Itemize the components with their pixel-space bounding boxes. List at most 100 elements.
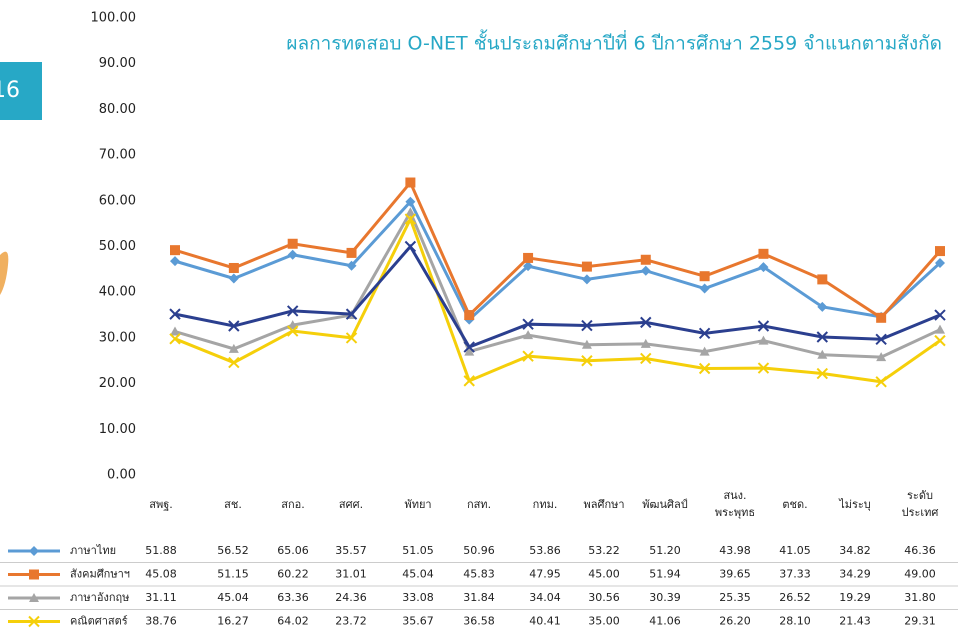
table-cell: 46.36 <box>904 544 936 557</box>
table-cell: 45.04 <box>217 591 249 604</box>
table-cell: 51.88 <box>145 544 177 557</box>
marker <box>405 207 416 217</box>
marker <box>464 346 475 356</box>
series-line <box>174 199 942 323</box>
marker <box>640 352 652 365</box>
marker <box>287 238 298 249</box>
marker <box>463 341 475 353</box>
marker <box>464 310 475 321</box>
marker <box>29 593 39 602</box>
table-cell: 39.65 <box>719 568 751 581</box>
marker <box>523 261 534 272</box>
badge-box <box>0 62 42 120</box>
chart-title: ผลการทดสอบ O-NET ชั้นประถมศึกษาปีที่ 6 ป… <box>286 30 942 55</box>
table-cell: 60.22 <box>277 568 309 581</box>
marker <box>169 308 181 320</box>
marker <box>29 569 39 580</box>
marker <box>934 334 946 347</box>
series-line <box>174 215 941 384</box>
table-cell: 36.58 <box>463 615 495 628</box>
category-label: ตชด. <box>782 498 807 511</box>
marker <box>522 318 534 330</box>
marker <box>287 320 298 330</box>
marker <box>757 362 770 374</box>
marker <box>581 355 593 367</box>
marker <box>463 375 475 387</box>
table-cell: 65.06 <box>277 544 309 557</box>
category-label: ระดับประเทศ <box>902 489 939 519</box>
marker <box>640 265 651 276</box>
marker <box>169 333 181 345</box>
marker <box>581 261 592 272</box>
y-tick-label: 70.00 <box>99 148 136 163</box>
table-cell: 31.80 <box>904 591 936 604</box>
table-cell: 49.00 <box>904 568 936 581</box>
table-cell: 24.36 <box>335 591 367 604</box>
category-line: ระดับ <box>907 489 933 502</box>
marker <box>405 196 416 207</box>
marker <box>875 333 887 345</box>
category-label: ไม่ระบุ <box>838 498 871 511</box>
marker <box>934 309 946 321</box>
marker <box>699 283 710 294</box>
table-cell: 45.83 <box>463 568 495 581</box>
marker <box>640 254 651 265</box>
table-cell: 41.06 <box>649 615 681 628</box>
legend-label: คณิตศาสตร์ <box>70 615 128 628</box>
category-label: พลศึกษา <box>583 498 624 511</box>
marker <box>404 213 417 225</box>
table-cell: 30.56 <box>588 591 620 604</box>
table-cell: 51.20 <box>649 544 681 557</box>
legend-label: ภาษาไทย <box>70 544 116 557</box>
table-cell: 41.05 <box>779 544 811 557</box>
marker <box>817 274 828 285</box>
category-line: สนง. <box>723 489 746 502</box>
table-cell: 37.33 <box>779 568 811 581</box>
table-cell: 29.31 <box>904 615 936 628</box>
marker <box>28 615 40 628</box>
category-label: พัทยา <box>404 498 431 511</box>
marker <box>758 335 769 345</box>
table-cell: 51.05 <box>402 544 434 557</box>
table-cell: 64.02 <box>277 615 309 628</box>
category-label: สช. <box>224 498 242 511</box>
table-cell: 31.11 <box>145 591 177 604</box>
table-cell: 47.95 <box>529 568 561 581</box>
marker <box>935 246 945 257</box>
category-line: ประเทศ <box>902 506 939 519</box>
marker <box>170 326 180 336</box>
marker <box>404 240 417 253</box>
table-cell: 34.82 <box>839 544 871 557</box>
category-label: สนง. พระพุทธ <box>715 489 755 519</box>
y-tick-label: 30.00 <box>99 330 136 345</box>
marker <box>758 262 769 273</box>
legend-label: ภาษาอังกฤษ <box>70 591 129 604</box>
series-line <box>174 243 941 349</box>
marker <box>286 325 299 337</box>
table-cell: 30.39 <box>649 591 681 604</box>
table-cell: 16.27 <box>217 615 249 628</box>
marker <box>523 330 534 340</box>
category-label: กสท. <box>467 498 491 511</box>
table-cell: 23.72 <box>335 615 367 628</box>
marker <box>699 346 710 356</box>
table-cell: 33.08 <box>402 591 434 604</box>
y-tick-label: 40.00 <box>99 285 136 300</box>
marker <box>581 319 593 332</box>
table-cell: 35.57 <box>335 544 367 557</box>
marker <box>523 252 534 263</box>
y-tick-label: 100.00 <box>91 11 137 26</box>
table-cell: 26.52 <box>779 591 811 604</box>
table-cell: 40.41 <box>529 615 561 628</box>
category-label: สศศ. <box>339 498 363 511</box>
marker <box>757 320 770 332</box>
table-cell: 45.00 <box>588 568 620 581</box>
table-cell: 35.00 <box>588 615 620 628</box>
marker <box>876 352 887 362</box>
table-cell: 53.86 <box>529 544 561 557</box>
marker <box>228 343 239 353</box>
marker <box>405 177 416 188</box>
y-tick-label: 10.00 <box>99 422 136 437</box>
marker <box>817 349 828 359</box>
marker <box>816 367 829 380</box>
